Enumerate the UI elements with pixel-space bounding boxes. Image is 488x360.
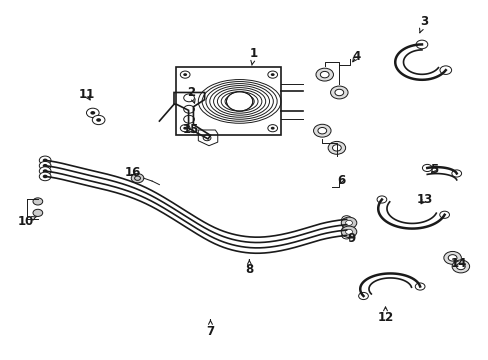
Circle shape (341, 221, 351, 228)
Circle shape (422, 165, 431, 171)
Circle shape (226, 92, 252, 111)
Circle shape (42, 164, 47, 167)
Circle shape (414, 283, 424, 290)
Text: 12: 12 (377, 307, 393, 324)
Circle shape (39, 167, 51, 175)
Text: 13: 13 (415, 193, 432, 206)
Circle shape (39, 161, 51, 170)
Circle shape (345, 229, 352, 234)
Circle shape (332, 145, 341, 151)
Text: 7: 7 (206, 320, 214, 338)
Circle shape (451, 260, 468, 273)
Circle shape (456, 263, 464, 270)
Circle shape (42, 158, 47, 162)
Circle shape (341, 217, 356, 229)
Text: 8: 8 (245, 260, 253, 276)
Text: 14: 14 (449, 257, 466, 270)
Text: 4: 4 (351, 50, 360, 63)
Text: 11: 11 (78, 88, 94, 101)
Text: 3: 3 (419, 14, 427, 33)
Text: 16: 16 (124, 166, 141, 179)
Circle shape (96, 118, 101, 122)
Circle shape (327, 141, 345, 154)
Circle shape (443, 251, 460, 264)
Circle shape (345, 220, 352, 225)
Circle shape (270, 127, 274, 130)
Circle shape (33, 198, 42, 205)
Circle shape (33, 209, 42, 216)
Circle shape (451, 170, 461, 177)
Circle shape (415, 40, 427, 49)
Circle shape (39, 172, 51, 181)
Circle shape (313, 124, 330, 137)
Circle shape (341, 226, 356, 238)
Text: 9: 9 (346, 233, 355, 246)
Text: 10: 10 (18, 215, 37, 228)
Text: 5: 5 (429, 163, 437, 176)
Text: 15: 15 (183, 123, 199, 136)
Circle shape (42, 169, 47, 173)
Circle shape (90, 111, 95, 114)
Circle shape (42, 175, 47, 178)
Circle shape (439, 66, 451, 75)
Text: 1: 1 (250, 47, 258, 65)
Circle shape (330, 86, 347, 99)
Circle shape (341, 232, 351, 239)
Circle shape (86, 108, 99, 117)
Circle shape (183, 127, 187, 130)
Circle shape (183, 73, 187, 76)
Text: 2: 2 (186, 86, 195, 103)
Circle shape (39, 156, 51, 165)
Circle shape (376, 196, 386, 203)
Circle shape (447, 255, 456, 261)
Circle shape (341, 226, 351, 234)
Circle shape (358, 292, 367, 300)
Circle shape (320, 71, 328, 78)
Text: 6: 6 (337, 174, 345, 186)
Circle shape (317, 127, 326, 134)
Circle shape (131, 174, 143, 183)
Circle shape (315, 68, 333, 81)
Circle shape (270, 73, 274, 76)
Circle shape (341, 216, 351, 223)
Circle shape (439, 211, 448, 218)
Circle shape (92, 115, 105, 125)
Circle shape (334, 89, 343, 96)
